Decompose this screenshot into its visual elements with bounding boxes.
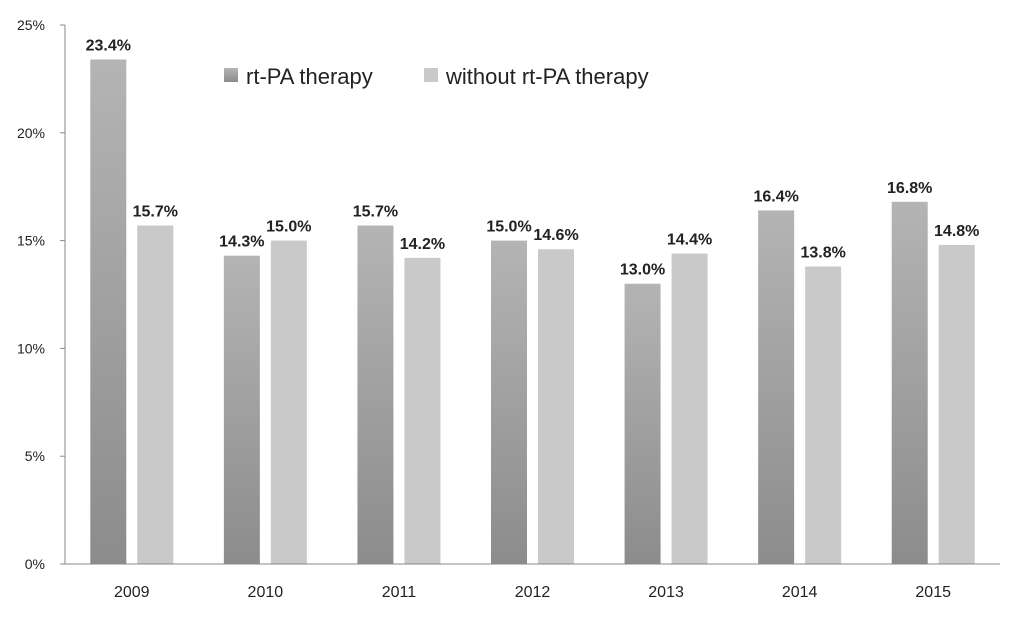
x-tick-label: 2015 (915, 584, 951, 601)
x-tick-label: 2011 (382, 584, 417, 601)
bar-series1-2011 (404, 257, 441, 564)
bar-series1-2013 (671, 253, 708, 564)
bar-series1-2010 (270, 240, 307, 564)
y-tick-label: 0% (25, 556, 45, 572)
legend-label: rt-PA therapy (246, 64, 373, 89)
data-label: 14.8% (934, 223, 979, 240)
x-tick-label: 2013 (648, 584, 684, 601)
x-axis: 2009 2010 2011 2012 2013 2014 2015 (65, 563, 1000, 601)
legend: rt-PA therapy without rt-PA therapy (224, 64, 649, 89)
data-label: 13.8% (800, 244, 845, 261)
bar-series1-2009 (137, 225, 174, 564)
legend-swatch (224, 68, 238, 82)
legend-swatch (424, 68, 438, 82)
bar-series0-2014 (758, 210, 795, 564)
data-labels: 23.4% 14.3% 15.7% 15.0% 13.0% 16.4% 16.8% 15.7%… (86, 37, 980, 278)
data-label: 15.0% (266, 219, 311, 236)
data-label: 23.4% (86, 37, 131, 54)
data-label: 13.0% (620, 262, 665, 279)
bar-series0-2013 (624, 283, 661, 564)
data-label: 14.2% (400, 236, 445, 253)
y-tick-label: 25% (17, 17, 45, 33)
data-label: 14.6% (533, 227, 578, 244)
bar-series0-2009 (90, 59, 127, 564)
bar-series1-2012 (538, 249, 574, 564)
x-tick-label: 2014 (782, 584, 818, 601)
y-axis: 0% 5% 10% 15% 20% 25% (17, 17, 66, 572)
y-tick-label: 5% (25, 448, 45, 464)
data-label: 14.4% (667, 232, 712, 249)
data-label: 16.4% (753, 188, 798, 205)
bar-series0-2010 (223, 255, 260, 564)
y-tick-label: 20% (17, 125, 45, 141)
bars (90, 59, 975, 565)
bar-series0-2015 (891, 201, 928, 565)
bar-series1-2015 (938, 244, 975, 565)
y-tick-label: 10% (17, 340, 45, 356)
y-tick-label: 15% (17, 233, 45, 249)
data-label: 15.7% (353, 204, 398, 221)
x-tick-label: 2010 (248, 584, 284, 601)
data-label: 15.7% (133, 204, 178, 221)
bar-series0-2012 (491, 240, 527, 564)
x-tick-label: 2009 (114, 584, 150, 601)
x-tick-label: 2012 (515, 584, 551, 601)
data-label: 15.0% (486, 219, 531, 236)
legend-label: without rt-PA therapy (445, 64, 649, 89)
bar-series0-2011 (357, 225, 394, 564)
data-label: 14.3% (219, 234, 264, 251)
bar-series1-2014 (805, 266, 842, 564)
data-label: 16.8% (887, 180, 932, 197)
